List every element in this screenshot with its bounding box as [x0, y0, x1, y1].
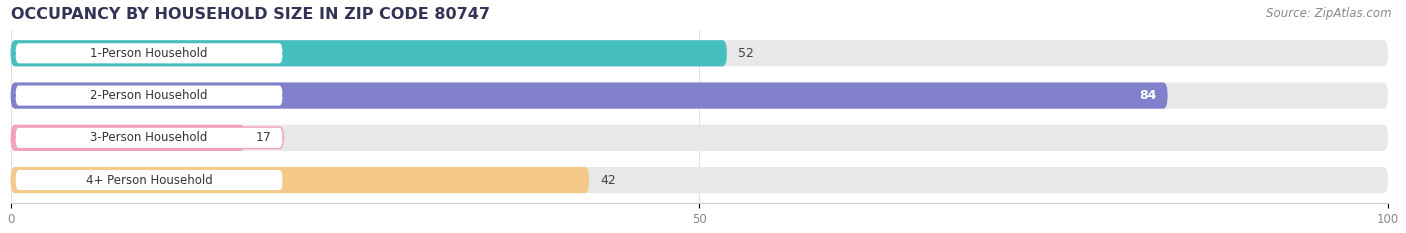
- FancyBboxPatch shape: [11, 40, 1388, 66]
- Text: 3-Person Household: 3-Person Household: [90, 131, 208, 144]
- Text: 84: 84: [1139, 89, 1157, 102]
- Text: 4+ Person Household: 4+ Person Household: [86, 174, 212, 187]
- Text: 52: 52: [738, 47, 754, 60]
- FancyBboxPatch shape: [11, 125, 245, 151]
- Text: 42: 42: [600, 174, 616, 187]
- FancyBboxPatch shape: [15, 43, 284, 64]
- FancyBboxPatch shape: [11, 82, 1388, 109]
- FancyBboxPatch shape: [11, 40, 727, 66]
- FancyBboxPatch shape: [11, 125, 1388, 151]
- Text: 17: 17: [256, 131, 271, 144]
- FancyBboxPatch shape: [15, 127, 284, 149]
- Text: OCCUPANCY BY HOUSEHOLD SIZE IN ZIP CODE 80747: OCCUPANCY BY HOUSEHOLD SIZE IN ZIP CODE …: [11, 7, 489, 22]
- Text: 2-Person Household: 2-Person Household: [90, 89, 208, 102]
- FancyBboxPatch shape: [11, 82, 1167, 109]
- Text: 1-Person Household: 1-Person Household: [90, 47, 208, 60]
- Text: Source: ZipAtlas.com: Source: ZipAtlas.com: [1267, 7, 1392, 20]
- FancyBboxPatch shape: [11, 167, 589, 193]
- FancyBboxPatch shape: [15, 85, 284, 106]
- FancyBboxPatch shape: [11, 167, 1388, 193]
- FancyBboxPatch shape: [15, 169, 284, 191]
